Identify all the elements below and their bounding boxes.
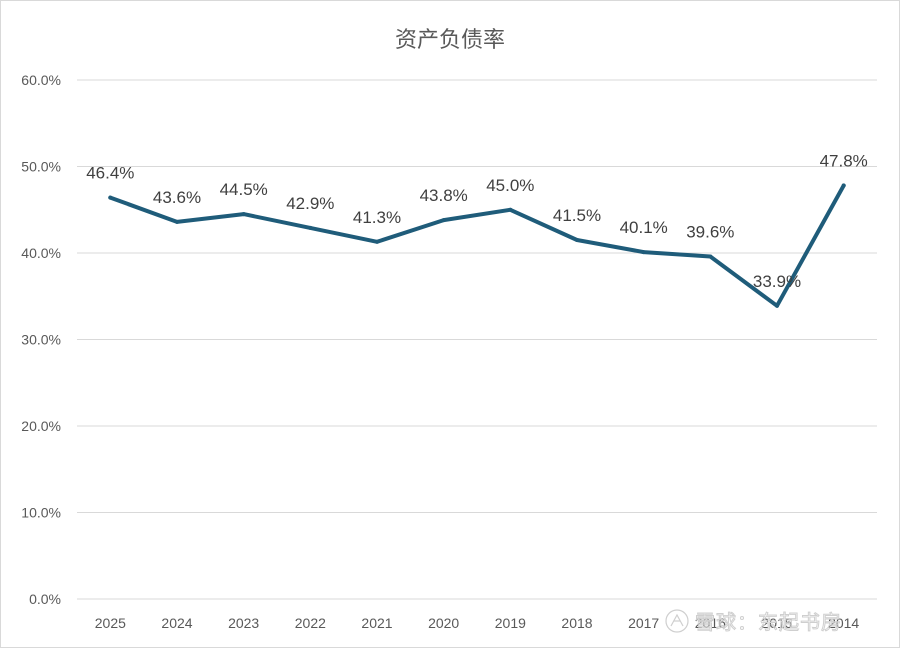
y-tick-label: 40.0% [21, 245, 61, 261]
watermark-text: 雪球：东起书房 [695, 610, 842, 634]
y-tick-label: 0.0% [29, 591, 61, 607]
x-tick-label: 2016 [695, 615, 726, 631]
chart-title: 资产负债率 [395, 28, 505, 53]
x-tick-label: 2024 [161, 615, 192, 631]
data-point [375, 239, 379, 244]
data-label: 43.8% [420, 186, 468, 205]
data-point [841, 183, 846, 188]
data-point [641, 250, 646, 255]
data-label: 47.8% [820, 152, 868, 171]
data-label: 46.4% [86, 164, 134, 183]
series-lines [108, 183, 846, 308]
data-point [241, 212, 246, 217]
x-tick-label: 2025 [95, 615, 126, 631]
data-point [441, 218, 446, 223]
x-tick-label: 2019 [495, 615, 526, 631]
y-tick-label: 60.0% [21, 72, 61, 88]
data-point [775, 303, 779, 308]
data-label: 33.9% [753, 272, 801, 291]
y-tick-label: 20.0% [21, 418, 61, 434]
data-point [308, 225, 313, 230]
data-label: 40.1% [620, 218, 668, 237]
x-tick-label: 2014 [828, 615, 859, 631]
x-tick-label: 2023 [228, 615, 259, 631]
data-label: 41.5% [553, 206, 601, 225]
data-point [708, 254, 713, 259]
data-point [575, 238, 579, 243]
watermark: 雪球：东起书房 [665, 609, 842, 635]
data-label: 45.0% [486, 176, 534, 195]
x-axis-tick-labels: 2025 2024 2023 2022 2021 2020 2019 2018 2017 2016… [95, 615, 860, 631]
y-axis-tick-labels: 0.0% 10.0% 20.0% 30.0% 40.0% 50.0% 60.0% [21, 72, 61, 607]
x-tick-label: 2022 [295, 615, 326, 631]
data-point [108, 195, 113, 200]
x-tick-label: 2017 [628, 615, 659, 631]
data-label: 43.6% [153, 188, 201, 207]
gridlines [77, 79, 877, 600]
x-tick-label: 2020 [428, 615, 459, 631]
y-tick-label: 10.0% [21, 505, 61, 521]
data-label: 42.9% [286, 194, 334, 213]
y-tick-label: 30.0% [21, 332, 61, 348]
data-point [508, 207, 513, 212]
data-labels: 46.4% 43.6% 44.5% 42.9% 41.3% 43.8% 45.0% 41.5%… [86, 152, 868, 291]
snowball-logo-icon [665, 609, 689, 633]
y-tick-label: 50.0% [21, 159, 61, 175]
data-label: 41.3% [353, 208, 401, 227]
x-tick-label: 2015 [761, 615, 792, 631]
x-tick-label: 2021 [361, 615, 392, 631]
data-point [175, 219, 179, 224]
x-tick-label: 2018 [561, 615, 592, 631]
series-line [108, 183, 846, 308]
data-label: 44.5% [220, 180, 268, 199]
data-label: 39.6% [686, 222, 734, 241]
